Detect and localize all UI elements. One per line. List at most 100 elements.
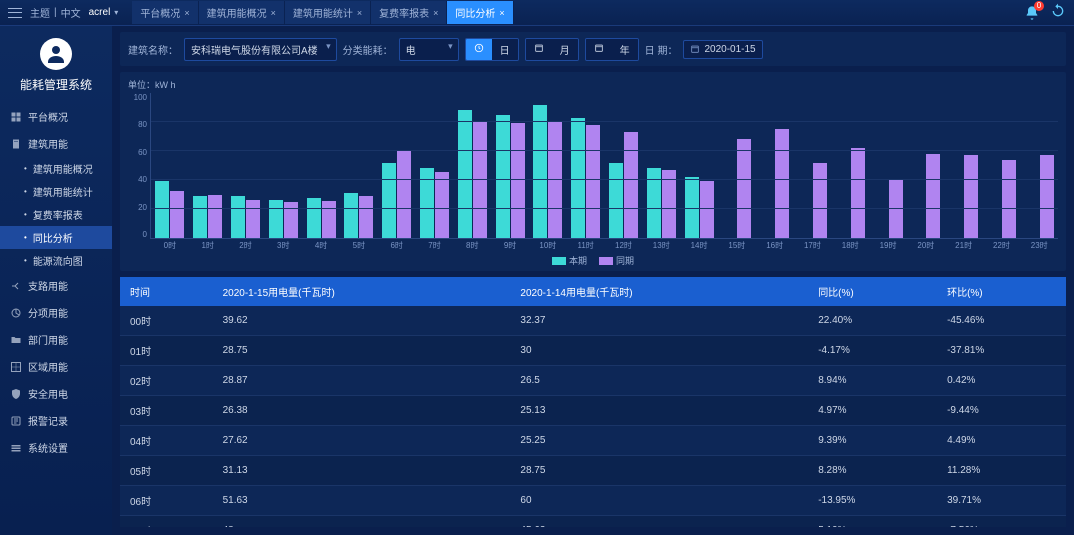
sidebar-item-分项用能[interactable]: 分项用能 xyxy=(0,299,112,326)
sidebar-item-支路用能[interactable]: 支路用能 xyxy=(0,272,112,299)
bar-group: 2时 xyxy=(227,93,265,238)
app-title: 能耗管理系统 xyxy=(20,76,92,93)
close-icon[interactable]: × xyxy=(357,8,362,18)
close-icon[interactable]: × xyxy=(271,8,276,18)
gran-month-icon-button[interactable] xyxy=(526,39,552,60)
table-row: 06时51.6360-13.95%39.71% xyxy=(120,486,1066,516)
date-input[interactable]: 2020-01-15 xyxy=(683,40,762,59)
sidebar-item-建筑用能[interactable]: 建筑用能 xyxy=(0,130,112,157)
sidebar-subitem-建筑用能统计[interactable]: 建筑用能统计 xyxy=(0,180,112,203)
tab-平台概况[interactable]: 平台概况× xyxy=(132,1,198,24)
refresh-icon[interactable] xyxy=(1050,3,1066,22)
bar-group: 19时 xyxy=(869,93,907,238)
sidebar-item-安全用电[interactable]: 安全用电 xyxy=(0,380,112,407)
bar-group: 6时 xyxy=(378,93,416,238)
sidebar-item-系统设置[interactable]: 系统设置 xyxy=(0,434,112,461)
chart-panel: 单位：kW h 100806040200 0时1时2时3时4时5时6时7时8时9… xyxy=(120,72,1066,271)
table-row: 07时4845.635.19%-7.56% xyxy=(120,516,1066,528)
type-select[interactable]: 电 xyxy=(399,38,459,61)
folder-icon xyxy=(10,334,22,346)
bar-group: 8时 xyxy=(453,93,491,238)
category-icon xyxy=(10,307,22,319)
bar-group: 3时 xyxy=(264,93,302,238)
bar-group: 10时 xyxy=(529,93,567,238)
brand-label: acrel xyxy=(89,7,111,18)
building-select[interactable]: 安科瑞电气股份有限公司A楼 xyxy=(184,38,337,61)
bar-group: 12时 xyxy=(605,93,643,238)
type-label: 分类能耗： xyxy=(343,42,393,57)
bar-group: 5时 xyxy=(340,93,378,238)
dashboard-icon xyxy=(10,111,22,123)
gran-month-group: 月 xyxy=(525,38,579,61)
bar-group: 1时 xyxy=(189,93,227,238)
table-row: 04时27.6225.259.39%4.49% xyxy=(120,426,1066,456)
bar-group: 20时 xyxy=(907,93,945,238)
bar-group: 11时 xyxy=(567,93,605,238)
chart-yaxis: 100806040200 xyxy=(128,93,150,253)
chart-plot: 0时1时2时3时4时5时6时7时8时9时10时11时12时13时14时15时16… xyxy=(150,93,1058,239)
tab-同比分析[interactable]: 同比分析× xyxy=(447,1,513,24)
lang-label[interactable]: 中文 xyxy=(61,5,81,20)
area-icon xyxy=(10,361,22,373)
tab-建筑用能概况[interactable]: 建筑用能概况× xyxy=(199,1,285,24)
building-icon xyxy=(10,138,22,150)
bar-group: 21时 xyxy=(945,93,983,238)
bar-group: 13时 xyxy=(642,93,680,238)
table-header: 2020-1-15用电量(千瓦时) xyxy=(213,277,511,306)
sidebar-subitem-能源流向图[interactable]: 能源流向图 xyxy=(0,249,112,272)
sidebar-subitem-同比分析[interactable]: 同比分析 xyxy=(0,226,112,249)
gran-day-icon-button[interactable] xyxy=(466,39,492,60)
shield-icon xyxy=(10,388,22,400)
menu-toggle-icon[interactable] xyxy=(8,8,22,18)
building-label: 建筑名称： xyxy=(128,42,178,57)
gran-year-icon-button[interactable] xyxy=(586,39,612,60)
branch-icon xyxy=(10,280,22,292)
sidebar-subitem-建筑用能概况[interactable]: 建筑用能概况 xyxy=(0,157,112,180)
close-icon[interactable]: × xyxy=(184,8,189,18)
bar-group: 17时 xyxy=(794,93,832,238)
gran-month-button[interactable]: 月 xyxy=(552,39,578,60)
tab-建筑用能统计[interactable]: 建筑用能统计× xyxy=(285,1,371,24)
table-header: 同比(%) xyxy=(808,277,937,306)
bell-icon[interactable]: 0 xyxy=(1024,5,1040,21)
bar-group: 4时 xyxy=(302,93,340,238)
bar-group: 9时 xyxy=(491,93,529,238)
tab-复费率报表[interactable]: 复费率报表× xyxy=(371,1,447,24)
table-row: 03时26.3825.134.97%-9.44% xyxy=(120,396,1066,426)
bar-group: 16时 xyxy=(756,93,794,238)
table-header: 环比(%) xyxy=(937,277,1066,306)
close-icon[interactable]: × xyxy=(499,8,504,18)
bar-group: 23时 xyxy=(1020,93,1058,238)
chart-legend: 本期 同期 xyxy=(128,254,1058,267)
bell-badge: 0 xyxy=(1034,1,1044,11)
table-row: 05时31.1328.758.28%11.28% xyxy=(120,456,1066,486)
bar-group: 22时 xyxy=(983,93,1021,238)
chart-unit: 单位：kW h xyxy=(128,78,1058,91)
sidebar-subitem-复费率报表[interactable]: 复费率报表 xyxy=(0,203,112,226)
gran-day-button[interactable]: 日 xyxy=(492,39,518,60)
bar-group: 7时 xyxy=(416,93,454,238)
alarm-icon xyxy=(10,415,22,427)
bar-group: 14时 xyxy=(680,93,718,238)
table-header: 时间 xyxy=(120,277,213,306)
data-table: 时间2020-1-15用电量(千瓦时)2020-1-14用电量(千瓦时)同比(%… xyxy=(120,277,1066,527)
table-row: 02时28.8726.58.94%0.42% xyxy=(120,366,1066,396)
sidebar-item-平台概况[interactable]: 平台概况 xyxy=(0,103,112,130)
sidebar-item-报警记录[interactable]: 报警记录 xyxy=(0,407,112,434)
sidebar: 能耗管理系统 平台概况建筑用能建筑用能概况建筑用能统计复费率报表同比分析能源流向… xyxy=(0,26,112,535)
bar-group: 0时 xyxy=(151,93,189,238)
sidebar-item-区域用能[interactable]: 区域用能 xyxy=(0,353,112,380)
table-row: 01时28.7530-4.17%-37.81% xyxy=(120,336,1066,366)
close-icon[interactable]: × xyxy=(433,8,438,18)
gran-year-button[interactable]: 年 xyxy=(612,39,638,60)
gran-year-group: 年 xyxy=(585,38,639,61)
theme-label: 主题 xyxy=(30,5,50,20)
filterbar: 建筑名称： 安科瑞电气股份有限公司A楼 分类能耗： 电 日 月 年 日 期： xyxy=(120,32,1066,66)
tabstrip: 平台概况×建筑用能概况×建筑用能统计×复费率报表×同比分析× xyxy=(132,1,513,24)
table-row: 00时39.6232.3722.40%-45.46% xyxy=(120,306,1066,336)
avatar xyxy=(40,38,72,70)
table-header: 2020-1-14用电量(千瓦时) xyxy=(510,277,808,306)
date-label: 日 期： xyxy=(645,42,678,57)
sidebar-item-部门用能[interactable]: 部门用能 xyxy=(0,326,112,353)
table-panel: 时间2020-1-15用电量(千瓦时)2020-1-14用电量(千瓦时)同比(%… xyxy=(120,277,1066,527)
